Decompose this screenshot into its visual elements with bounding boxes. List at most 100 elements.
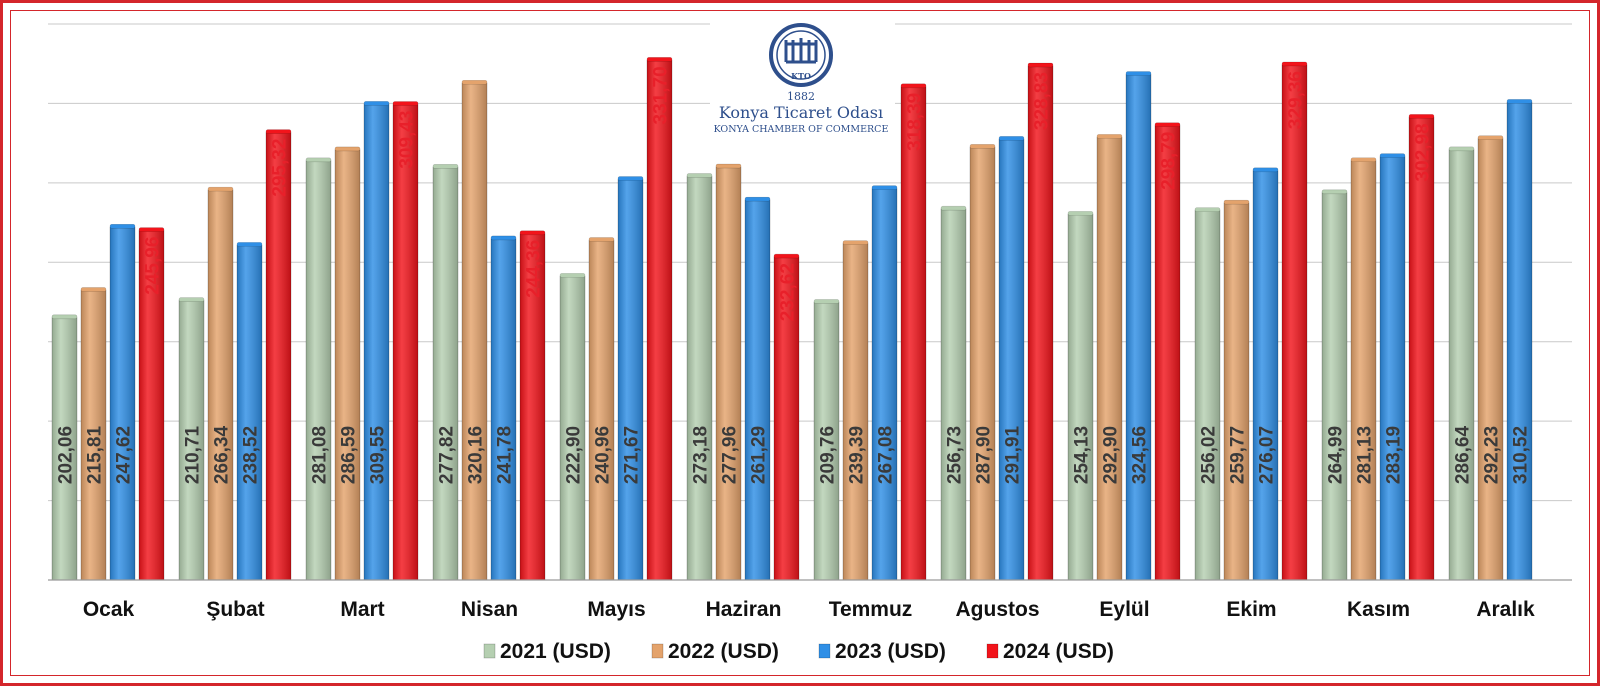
x-tick-label: Kasım	[1347, 598, 1410, 621]
bar-shading	[716, 167, 741, 581]
value-label: 271,67	[622, 426, 643, 484]
bar-cap	[1448, 146, 1475, 152]
bar-cap	[773, 253, 800, 259]
value-label: 309,43	[397, 111, 418, 169]
bar-cap	[646, 57, 673, 62]
bar-cap	[1194, 207, 1221, 212]
bar-cap	[940, 205, 967, 211]
x-tick-label: Agustos	[956, 598, 1040, 621]
logo-year: 1882	[787, 90, 815, 103]
kto-emblem-icon	[769, 23, 833, 87]
value-label: 318,39	[905, 93, 926, 151]
bar-shading	[970, 147, 995, 580]
bar-shading	[618, 179, 643, 580]
legend-label: 2024 (USD)	[1003, 640, 1114, 663]
logo-name: Konya Ticaret Odası	[719, 103, 883, 122]
bar-shading	[1068, 214, 1093, 580]
x-tick-label: Eylül	[1099, 598, 1149, 621]
bar-shading	[814, 302, 839, 580]
bar-cap	[138, 227, 165, 232]
bar-shading	[1322, 192, 1347, 580]
bar-shading	[1195, 210, 1220, 580]
value-label: 247,62	[114, 426, 135, 484]
bar-cap	[715, 163, 742, 169]
bar-cap	[969, 144, 996, 149]
value-label: 281,08	[310, 426, 331, 484]
value-label: 254,13	[1072, 426, 1093, 484]
logo-name-en: KONYA CHAMBER OF COMMERCE	[714, 124, 889, 135]
bar-shading	[872, 188, 897, 580]
value-label: 267,08	[876, 426, 897, 484]
value-label: 244,36	[524, 240, 545, 298]
bar-shading	[941, 209, 966, 580]
bar-cap	[236, 242, 263, 247]
bar-cap	[813, 299, 840, 304]
bar-cap	[588, 237, 615, 242]
bar-cap	[109, 223, 136, 229]
bar-cap	[334, 146, 361, 152]
chart-frame-inner-border	[10, 10, 1590, 676]
bar-shading	[1028, 66, 1053, 580]
bar-shading	[1282, 64, 1307, 580]
bar-shading	[1409, 117, 1434, 580]
x-tick-label: Ocak	[83, 598, 135, 621]
legend-label: 2023 (USD)	[835, 640, 946, 663]
value-label: 286,59	[339, 426, 360, 484]
bar-shading	[237, 245, 262, 580]
bar-shading	[1380, 156, 1405, 580]
bar-cap	[1223, 199, 1250, 205]
x-tick-label: Mayıs	[587, 598, 645, 621]
value-label: 277,82	[437, 426, 458, 484]
x-tick-label: Ekim	[1226, 598, 1276, 621]
bar-shading	[306, 160, 331, 581]
value-label: 232,62	[778, 263, 799, 321]
bar-cap	[1125, 71, 1152, 76]
x-tick-label: Haziran	[706, 598, 782, 621]
value-labels: 202,06 215,81 247,62 245,96 210,71 266,34 238,…	[56, 66, 1532, 484]
bar-cap	[559, 273, 586, 278]
bar-shading	[81, 290, 106, 580]
bar-shading	[687, 176, 712, 580]
value-label: 210,71	[183, 426, 204, 485]
x-tick-label: Mart	[340, 598, 384, 621]
bar-cap	[1379, 153, 1406, 158]
bar-shading	[364, 104, 389, 580]
bar-cap	[392, 101, 419, 106]
value-label: 256,02	[1199, 426, 1220, 484]
bar-shading	[1155, 125, 1180, 581]
bar-cap	[80, 287, 107, 292]
bar-shading	[901, 86, 926, 580]
bar-shading	[110, 227, 135, 580]
value-label: 277,96	[720, 426, 741, 484]
value-label: 291,91	[1003, 426, 1024, 485]
bar-cap	[1506, 99, 1533, 104]
legend-swatch	[818, 643, 831, 659]
bar-cap	[686, 173, 713, 178]
bar-cap	[998, 136, 1025, 141]
logo-mark-text: KTO	[791, 71, 811, 81]
value-label: 309,55	[368, 426, 389, 485]
bar-cap	[519, 230, 546, 236]
value-label: 266,34	[212, 426, 233, 485]
bar-shading	[745, 200, 770, 580]
value-label: 261,29	[749, 426, 770, 484]
x-tick-label: Şubat	[206, 598, 264, 621]
bar-cap	[265, 129, 292, 134]
bar-shading	[843, 243, 868, 580]
value-label: 295,32	[270, 139, 291, 197]
bar-shading	[393, 104, 418, 580]
value-label: 292,23	[1482, 426, 1503, 484]
bar-cap	[432, 164, 459, 169]
bar-shading	[1507, 102, 1532, 581]
bar-shading	[1478, 138, 1503, 580]
value-label: 215,81	[85, 426, 106, 485]
bar-cap	[1096, 134, 1123, 139]
bar-cap	[490, 235, 517, 241]
bar-cap	[1252, 167, 1279, 173]
bar-cap	[1477, 135, 1504, 141]
bar-shading	[520, 233, 545, 580]
bar-shading	[491, 238, 516, 581]
bar-cap	[1281, 61, 1308, 67]
bar-cap	[900, 83, 927, 89]
